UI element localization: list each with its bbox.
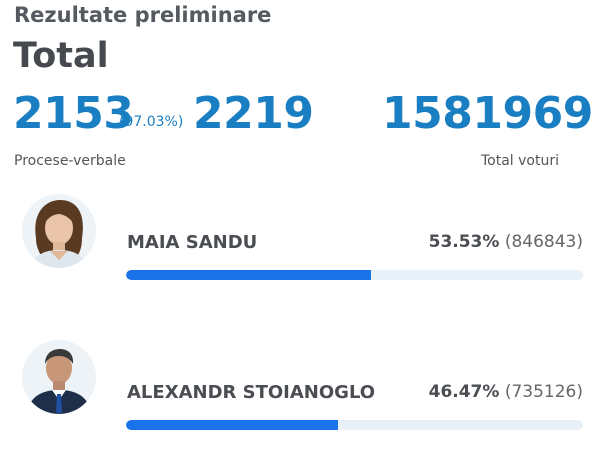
candidate-row: ALEXANDR STOIANOGLO 46.47% (735126) (0, 338, 603, 448)
vote-share-bar (126, 420, 583, 430)
candidate-row: MAIA SANDU 53.53% (846843) (0, 190, 603, 300)
candidate-name: ALEXANDR STOIANOGLO (127, 382, 376, 403)
vote-share-fill (126, 270, 371, 280)
portrait-man-icon (22, 340, 96, 414)
candidate-votes: (735126) (504, 382, 583, 402)
protocols-total: 2219 (193, 88, 314, 139)
page-title: Total (13, 36, 109, 76)
portrait-woman-icon (22, 194, 96, 268)
candidate-percent: 46.47% (428, 382, 500, 402)
candidate-result: 46.47% (735126) (429, 382, 583, 402)
panel-subtitle: Rezultate preliminare (14, 3, 272, 27)
candidate-percent: 53.53% (428, 232, 500, 252)
protocols-counted: 2153 (13, 88, 134, 139)
candidate-name: MAIA SANDU (127, 232, 258, 253)
total-votes-label: Total voturi (481, 153, 560, 169)
protocols-percent: (97.03%) (119, 114, 184, 130)
vote-share-bar (126, 270, 583, 280)
stats-row: 2153 (97.03%) 2219 1581969 (13, 88, 593, 139)
candidate-votes: (846843) (504, 232, 583, 252)
candidate-result: 53.53% (846843) (429, 232, 583, 252)
vote-share-fill (126, 420, 339, 430)
protocols-label: Procese-verbale (14, 153, 126, 169)
total-votes: 1581969 (382, 88, 593, 139)
